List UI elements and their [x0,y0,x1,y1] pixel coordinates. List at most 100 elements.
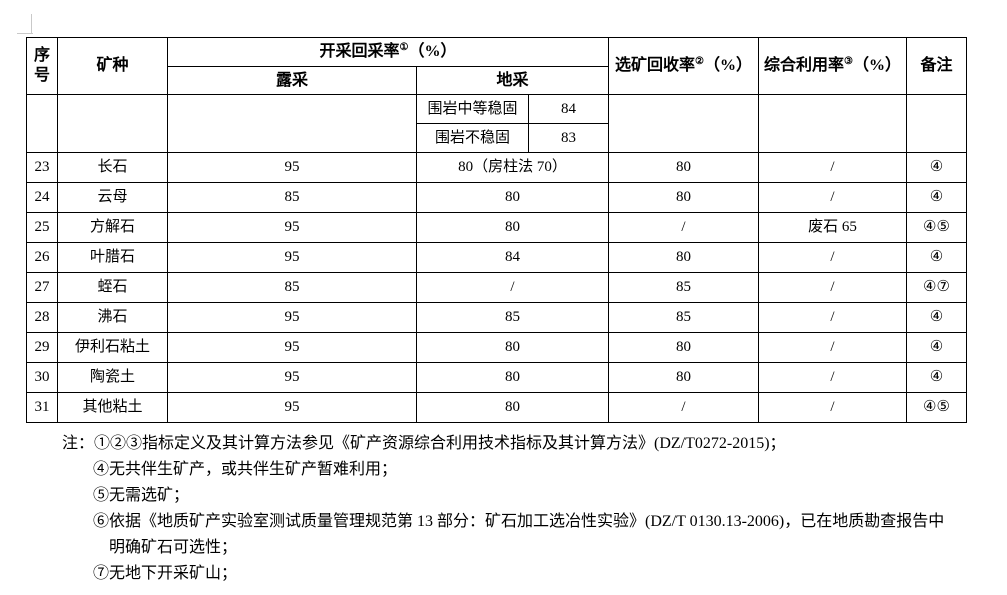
cell-stability-value: 83 [528,123,609,153]
note-text: ⑤无需选矿； [93,487,190,504]
note-line: ⑥依据《地质矿产实验室测试质量管理规范第 13 部分：矿石加工选冶性实验》(DZ… [0,509,1007,535]
cell-serial: 28 [26,302,58,333]
cell-remark: ④⑦ [906,272,967,303]
header-comprehensive-utilization-unit: （%） [852,57,901,74]
header-remark: 备注 [906,37,967,95]
table-row: 29 伊利石粘土 95 80 80/④ [26,332,967,363]
cell-mineral: 其他粘土 [57,392,168,423]
cell-stability-label: 围岩中等稳固 [416,94,529,124]
table-row: 27 蛭石 85/85/④⑦ [26,272,967,303]
cell-underground: 80（房柱法 70） [416,152,609,183]
cell-underground: 80 [416,392,609,423]
cell-comprehensive-utilization: 废石 65 [758,212,907,243]
cell-serial: 27 [26,272,58,303]
table-row: 23 长石 95 80（房柱法 70） 80/④ [26,152,967,183]
note-text: ⑥依据《地质矿产实验室测试质量管理规范第 13 部分：矿石加工选冶性实验》(DZ… [93,513,945,530]
cell-open-pit: 85 [167,182,417,213]
table-row: 26 叶腊石 95 84 80/④ [26,242,967,273]
cell-dressing-recovery: 85 [608,302,759,333]
cell-open-pit: 95 [167,332,417,363]
mineral-indicators-table: 序号 矿种 开采回采率①（%） 选矿回收率②（%） 综合利用率③（%） 备注 露… [26,37,967,423]
cell-dressing-recovery: 85 [608,272,759,303]
cell-underground: 80 [416,212,609,243]
cell-dressing-recovery: 80 [608,362,759,393]
cell-comprehensive-utilization: / [758,182,907,213]
cell-open-pit: 85 [167,272,417,303]
note-prefix: 注： [62,435,95,452]
cell-mineral: 沸石 [57,302,168,333]
cell-remark: ④ [906,242,967,273]
cell-remark: ④ [906,152,967,183]
footnote-2-marker: ② [695,56,704,67]
cell-blank-comprehensive [758,94,907,153]
cell-blank-open-pit [167,94,417,153]
header-mining-rate: 开采回采率①（%） [167,37,609,67]
cell-serial: 26 [26,242,58,273]
header-comprehensive-utilization: 综合利用率③（%） [758,37,907,95]
cell-mineral: 方解石 [57,212,168,243]
cell-blank-mineral [57,94,168,153]
header-dressing-recovery-label: 选矿回收率 [615,57,696,74]
cell-dressing-recovery: / [608,212,759,243]
cell-remark: ④ [906,182,967,213]
note-line: ⑤无需选矿； [0,483,1007,509]
header-dressing-recovery-unit: （%） [703,57,752,74]
cell-stability-label: 围岩不稳固 [416,123,529,153]
cell-serial: 29 [26,332,58,363]
cell-remark: ④ [906,362,967,393]
stability-row: 围岩不稳固 83 [27,123,967,153]
cell-blank-serial [26,94,58,153]
note-text: ④无共伴生矿产，或共伴生矿产暂难利用； [93,461,398,478]
cell-comprehensive-utilization: / [758,362,907,393]
cell-underground: 80 [416,182,609,213]
footnote-1-marker: ① [399,42,409,53]
header-mining-rate-label: 开采回采率 [319,43,400,60]
note-text: ⑦无地下开采矿山； [93,565,238,582]
note-text: 明确矿石可选性； [109,539,238,556]
cell-serial: 25 [26,212,58,243]
note-line: ⑦无地下开采矿山； [0,561,1007,587]
table-row: 25 方解石 95 80/废石 65 ④⑤ [26,212,967,243]
cell-open-pit: 95 [167,392,417,423]
note-line: ④无共伴生矿产，或共伴生矿产暂难利用； [0,457,1007,483]
cell-stability-value: 84 [528,94,609,124]
table-row: 30 陶瓷土 95 80 80/④ [26,362,967,393]
cell-open-pit: 95 [167,212,417,243]
cell-remark: ④⑤ [906,392,967,423]
cell-open-pit: 95 [167,362,417,393]
cell-comprehensive-utilization: / [758,152,907,183]
header-comprehensive-utilization-label: 综合利用率 [764,57,845,74]
cell-underground: 80 [416,362,609,393]
cell-serial: 23 [26,152,58,183]
note-text: ①②③指标定义及其计算方法参见《矿产资源综合利用技术指标及其计算方法》(DZ/T… [94,435,786,452]
note-line: 明确矿石可选性； [0,535,1007,561]
cell-underground: 85 [416,302,609,333]
header-dressing-recovery: 选矿回收率②（%） [608,37,759,95]
cell-mineral: 蛭石 [57,272,168,303]
cell-comprehensive-utilization: / [758,332,907,363]
table-handle-mark-vertical [31,14,32,34]
table-row: 28 沸石 95 85 85/④ [26,302,967,333]
cell-serial: 30 [26,362,58,393]
stability-row: 围岩中等稳固 84 [26,94,967,153]
cell-mineral: 伊利石粘土 [57,332,168,363]
cell-remark: ④ [906,302,967,333]
notes-block: 注：①②③指标定义及其计算方法参见《矿产资源综合利用技术指标及其计算方法》(DZ… [0,431,1007,587]
cell-remark: ④⑤ [906,212,967,243]
cell-underground: / [416,272,609,303]
cell-blank-remark [906,94,967,153]
cell-dressing-recovery: 80 [608,332,759,363]
cell-underground: 84 [416,242,609,273]
table-row: 24 云母 85 80 80/④ [26,182,967,213]
header-open-pit: 露采 [167,66,417,95]
cell-open-pit: 95 [167,302,417,333]
cell-open-pit: 95 [167,152,417,183]
cell-remark: ④ [906,332,967,363]
note-line: 注：①②③指标定义及其计算方法参见《矿产资源综合利用技术指标及其计算方法》(DZ… [0,431,1007,457]
footnote-3-marker: ③ [844,56,853,67]
header-mining-rate-unit: （%） [408,43,457,60]
cell-dressing-recovery: 80 [608,182,759,213]
cell-open-pit: 95 [167,242,417,273]
cell-mineral: 云母 [57,182,168,213]
cell-mineral: 长石 [57,152,168,183]
